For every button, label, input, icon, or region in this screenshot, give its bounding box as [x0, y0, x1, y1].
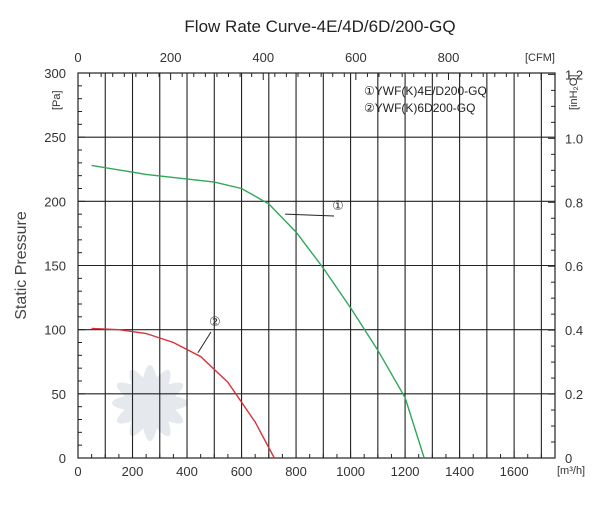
right-tick-label: 0.4: [565, 323, 583, 338]
right-axis-unit: [inH₂O]: [568, 75, 580, 110]
series-line-2: [91, 327, 275, 459]
x-tick-label: 1000: [336, 464, 365, 479]
legend: ①YWF(K)4E/D200-GQ ②YWF(K)6D200-GQ: [364, 84, 487, 115]
grid: [78, 72, 555, 458]
y-tick-label: 100: [44, 323, 66, 338]
y-tick-label: 200: [44, 194, 66, 209]
watermark-blade: [116, 382, 184, 424]
y-tick-label: 50: [52, 387, 66, 402]
ventel-logo-watermark: [112, 365, 188, 441]
top-tick-label: 200: [160, 50, 182, 65]
right-tick-label: 0.8: [565, 195, 583, 210]
y-axis-unit: [Pa]: [51, 90, 63, 110]
right-tick-label: 0.2: [565, 387, 583, 402]
top-tick-label: 600: [345, 50, 367, 65]
x-tick-label: 1200: [391, 464, 420, 479]
x-tick-label: 1600: [500, 464, 529, 479]
series-callout-marker-1: ①: [332, 198, 344, 213]
y-tick-label: 250: [44, 130, 66, 145]
series-line-1: [91, 164, 425, 459]
series-callout-line-1: [285, 213, 335, 217]
axis-ticks: [77, 72, 556, 459]
right-tick-label: 1.2: [565, 67, 583, 82]
top-tick-label: 0: [74, 50, 81, 65]
series-callout-line-2: [197, 331, 212, 354]
right-tick-label: 0.6: [565, 259, 583, 274]
top-tick-label: 400: [252, 50, 274, 65]
x-tick-label: 0: [74, 464, 81, 479]
top-axis-unit: [CFM]: [525, 52, 555, 64]
y-tick-label: 150: [44, 259, 66, 274]
right-tick-label: 1.0: [565, 131, 583, 146]
y-tick-label: 0: [59, 451, 66, 466]
x-tick-label: 600: [231, 464, 253, 479]
x-tick-label: 1400: [445, 464, 474, 479]
watermark-blade: [112, 394, 188, 412]
series-group: ①②: [91, 164, 425, 459]
top-tick-label: 800: [438, 50, 460, 65]
series-callout-marker-2: ②: [209, 314, 221, 329]
watermark-blade: [116, 382, 184, 424]
x-tick-label: 200: [122, 464, 144, 479]
chart-title: Flow Rate Curve-4E/4D/6D/200-GQ: [184, 17, 455, 36]
legend-entry-2: ②YWF(K)6D200-GQ: [364, 101, 475, 115]
watermark-blade: [141, 365, 159, 441]
y-axis-label: Static Pressure: [13, 211, 30, 320]
right-tick-label: 0: [565, 451, 572, 466]
x-axis-unit: [m³/h]: [557, 465, 585, 477]
legend-entry-1: ①YWF(K)4E/D200-GQ: [364, 84, 487, 98]
y-tick-label: 300: [44, 66, 66, 81]
x-tick-label: 800: [285, 464, 307, 479]
x-tick-label: 400: [176, 464, 198, 479]
